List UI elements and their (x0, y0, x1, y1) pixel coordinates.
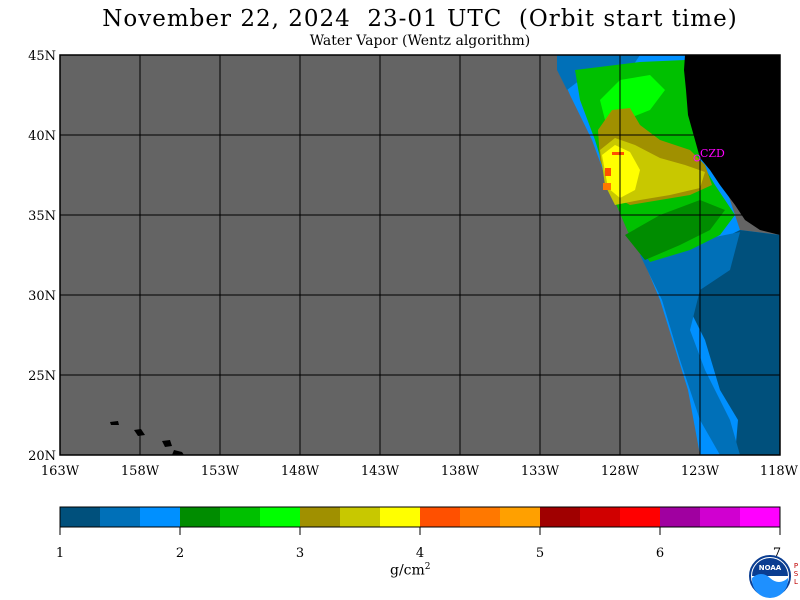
color-scale-swatch (460, 507, 501, 527)
color-scale-label: 6 (656, 546, 664, 561)
color-scale-swatch (180, 507, 221, 527)
color-scale-swatch (540, 507, 581, 527)
hawaii-island (172, 450, 184, 455)
noaa-logo: NOAA (749, 555, 791, 598)
land-mask (684, 55, 780, 235)
swath-bright-green (600, 75, 665, 120)
longitude-label: 133W (521, 464, 560, 479)
latitude-label: 25N (28, 369, 56, 384)
svg-text:NOAA: NOAA (759, 564, 782, 572)
longitude-label: 118W (760, 464, 799, 479)
longitude-label: 123W (681, 464, 720, 479)
color-scale-swatch (500, 507, 541, 527)
color-scale-label: 4 (416, 546, 424, 561)
latitude-label: 45N (28, 49, 56, 64)
psl-logo-text: P S L (793, 562, 799, 586)
color-scale-label: 2 (176, 546, 184, 561)
color-scale-swatch (620, 507, 661, 527)
hawaii-island (110, 421, 119, 425)
swath-mid-blue-band (640, 232, 740, 455)
swath-yellow-core (602, 145, 640, 198)
station-label: CZD (700, 147, 725, 160)
latitude-label: 30N (28, 289, 56, 304)
latitude-label: 40N (28, 129, 56, 144)
color-scale-ticks: 1 2 3 4 5 6 7 (56, 527, 781, 561)
hawaii-island (162, 440, 172, 447)
color-scale-label: 1 (56, 546, 64, 561)
color-scale-swatch (340, 507, 381, 527)
longitude-label: 158W (121, 464, 160, 479)
color-scale-swatch (700, 507, 741, 527)
latitude-labels: 45N 40N 35N 30N 25N 20N (28, 49, 56, 464)
color-scale-swatch (740, 507, 781, 527)
color-scale-label: 5 (536, 546, 544, 561)
longitude-label: 153W (201, 464, 240, 479)
color-scale-swatch (420, 507, 461, 527)
color-scale-swatch (140, 507, 181, 527)
color-scale-swatch (260, 507, 301, 527)
color-scale-bar (60, 507, 781, 527)
color-scale-swatch (220, 507, 261, 527)
map-title: November 22, 2024 23-01 UTC (Orbit start… (102, 6, 738, 32)
color-scale-swatch (380, 507, 421, 527)
satellite-swath (110, 55, 780, 455)
longitude-label: 163W (41, 464, 80, 479)
color-scale-swatch (660, 507, 701, 527)
swath-orange-spot (603, 183, 611, 190)
graticule (60, 55, 780, 455)
color-scale-label: 3 (296, 546, 304, 561)
color-scale-swatch (100, 507, 141, 527)
longitude-labels: 163W 158W 153W 148W 143W 138W 133W 128W 123W 118W (41, 464, 799, 479)
color-scale-swatch (300, 507, 341, 527)
longitude-label: 148W (281, 464, 320, 479)
color-scale-unit: g/cm2 (390, 562, 431, 579)
longitude-label: 138W (441, 464, 480, 479)
longitude-label: 143W (361, 464, 400, 479)
station-marker (693, 154, 701, 162)
map-subtitle: Water Vapor (Wentz algorithm) (309, 33, 531, 49)
map-frame (59, 54, 781, 456)
color-scale-swatch (60, 507, 101, 527)
swath-orange-spot (612, 152, 624, 155)
color-scale-label: 7 (773, 546, 781, 561)
latitude-label: 20N (28, 449, 56, 464)
longitude-label: 128W (601, 464, 640, 479)
latitude-label: 35N (28, 209, 56, 224)
swath-orange-spot (605, 168, 611, 176)
color-scale-swatch (580, 507, 621, 527)
